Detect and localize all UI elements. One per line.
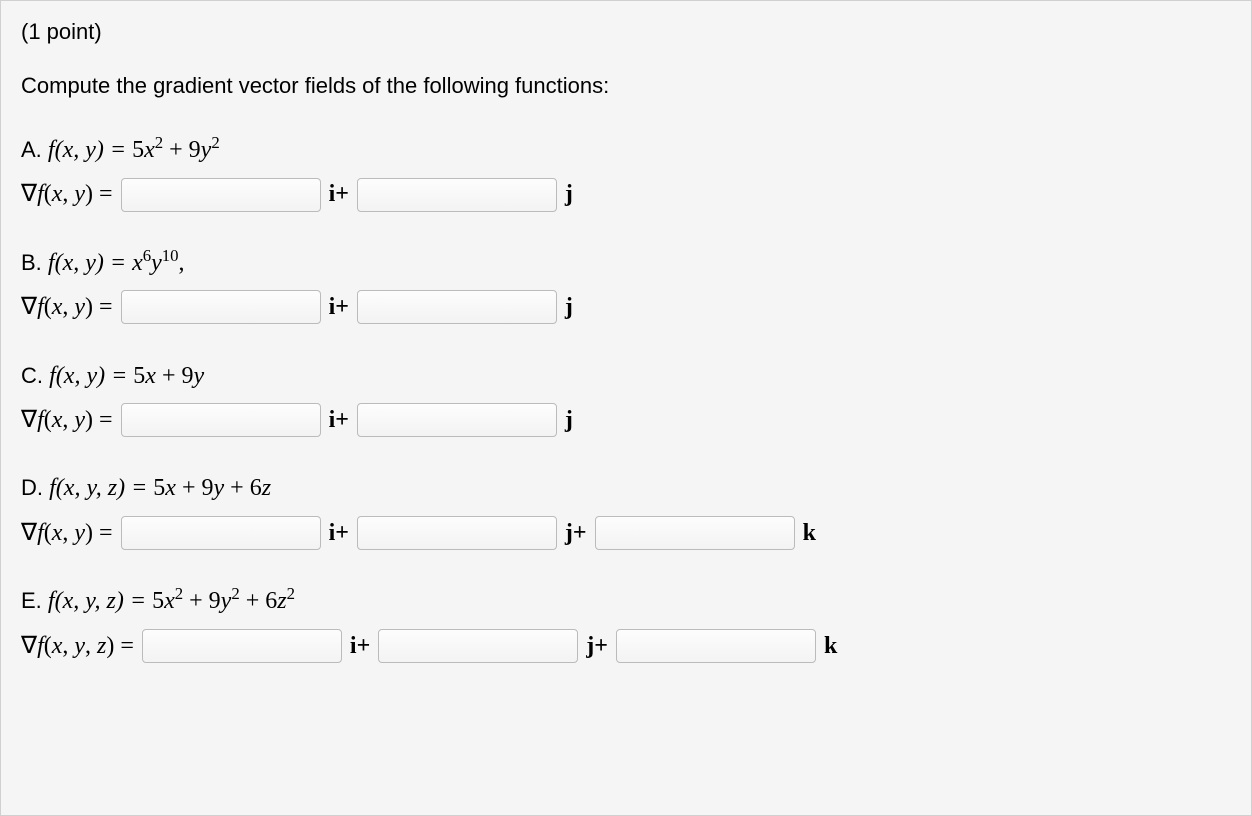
f-e-e2: 2: [231, 584, 239, 603]
part-d-func-lhs: f(x, y, z) =: [49, 475, 153, 501]
part-e-grad-lhs: ∇f(x, y, z) =: [21, 627, 134, 665]
f-e-e3: 2: [287, 584, 295, 603]
problem-container: (1 point) Compute the gradient vector fi…: [0, 0, 1252, 816]
part-c: C. f(x, y) = 5x + 9y ∇f(x, y) = i+ j: [21, 357, 1231, 440]
f-b-e2: 10: [162, 246, 179, 265]
part-d-i-input[interactable]: [121, 516, 321, 550]
i-plus-label-d: i+: [329, 514, 349, 552]
f-a-v2: y: [201, 137, 212, 163]
part-c-func-lhs: f(x, y) =: [49, 363, 133, 389]
part-e-j-input[interactable]: [378, 629, 578, 663]
part-e-i-input[interactable]: [142, 629, 342, 663]
j-plus-label-e: j+: [586, 627, 608, 665]
i-plus-label: i+: [329, 175, 349, 213]
part-c-label: C.: [21, 363, 49, 388]
part-e-answer-line: ∇f(x, y, z) = i+ j+ k: [21, 627, 1231, 665]
f-a-p1: + 9: [163, 137, 201, 163]
part-b-answer-line: ∇f(x, y) = i+ j: [21, 288, 1231, 326]
points-label: (1 point): [21, 19, 1231, 45]
part-a-function: A. f(x, y) = 5x2 + 9y2: [21, 131, 1231, 169]
part-a-label: A.: [21, 137, 48, 162]
j-label-c: j: [565, 401, 573, 439]
part-a-i-input[interactable]: [121, 178, 321, 212]
f-e-e1: 2: [175, 584, 183, 603]
part-c-answer-line: ∇f(x, y) = i+ j: [21, 401, 1231, 439]
k-label-d: k: [803, 514, 816, 552]
part-b-i-input[interactable]: [121, 290, 321, 324]
part-c-grad-lhs: ∇f(x, y) =: [21, 401, 113, 439]
k-label-e: k: [824, 627, 837, 665]
part-b-func-lhs: f(x, y) =: [48, 250, 132, 276]
f-e-v2: y: [221, 588, 232, 614]
part-d-j-input[interactable]: [357, 516, 557, 550]
part-a-j-input[interactable]: [357, 178, 557, 212]
f-a-t1: 5: [132, 137, 144, 163]
f-a-e1: 2: [155, 133, 163, 152]
part-e-k-input[interactable]: [616, 629, 816, 663]
part-d-k-input[interactable]: [595, 516, 795, 550]
f-e-p1: + 9: [183, 588, 221, 614]
part-b-j-input[interactable]: [357, 290, 557, 324]
part-c-i-input[interactable]: [121, 403, 321, 437]
instruction-text: Compute the gradient vector fields of th…: [21, 73, 1231, 99]
part-b-function: B. f(x, y) = x6y10,: [21, 244, 1231, 282]
i-plus-label-c: i+: [329, 401, 349, 439]
f-b-trail: ,: [179, 250, 185, 276]
f-e-p2: + 6: [240, 588, 278, 614]
f-a-e2: 2: [211, 133, 219, 152]
f-a-v1: x: [144, 137, 155, 163]
part-a-answer-line: ∇f(x, y) = i+ j: [21, 175, 1231, 213]
part-a-func-lhs: f(x, y) =: [48, 137, 132, 163]
part-e-label: E.: [21, 588, 48, 613]
f-e-v3: z: [277, 588, 286, 614]
part-e: E. f(x, y, z) = 5x2 + 9y2 + 6z2 ∇f(x, y,…: [21, 582, 1231, 665]
j-label: j: [565, 175, 573, 213]
j-label-b: j: [565, 288, 573, 326]
f-b-e1: 6: [143, 246, 151, 265]
part-a: A. f(x, y) = 5x2 + 9y2 ∇f(x, y) = i+ j: [21, 131, 1231, 214]
part-a-grad-lhs: ∇f(x, y) =: [21, 175, 113, 213]
j-plus-label-d: j+: [565, 514, 587, 552]
i-plus-label-e: i+: [350, 627, 370, 665]
part-b-grad-lhs: ∇f(x, y) =: [21, 288, 113, 326]
part-d-grad-lhs: ∇f(x, y) =: [21, 514, 113, 552]
f-e-v1: x: [164, 588, 175, 614]
part-d: D. f(x, y, z) = 5x + 9y + 6z ∇f(x, y) = …: [21, 469, 1231, 552]
part-e-function: E. f(x, y, z) = 5x2 + 9y2 + 6z2: [21, 582, 1231, 620]
part-d-label: D.: [21, 475, 49, 500]
f-b-v1: x: [132, 250, 143, 276]
part-d-function: D. f(x, y, z) = 5x + 9y + 6z: [21, 469, 1231, 507]
part-d-answer-line: ∇f(x, y) = i+ j+ k: [21, 514, 1231, 552]
f-b-v2: y: [151, 250, 162, 276]
part-c-j-input[interactable]: [357, 403, 557, 437]
part-b-label: B.: [21, 250, 48, 275]
part-c-function: C. f(x, y) = 5x + 9y: [21, 357, 1231, 395]
f-e-t1: 5: [152, 588, 164, 614]
part-e-func-lhs: f(x, y, z) =: [48, 588, 152, 614]
part-b: B. f(x, y) = x6y10, ∇f(x, y) = i+ j: [21, 244, 1231, 327]
i-plus-label-b: i+: [329, 288, 349, 326]
